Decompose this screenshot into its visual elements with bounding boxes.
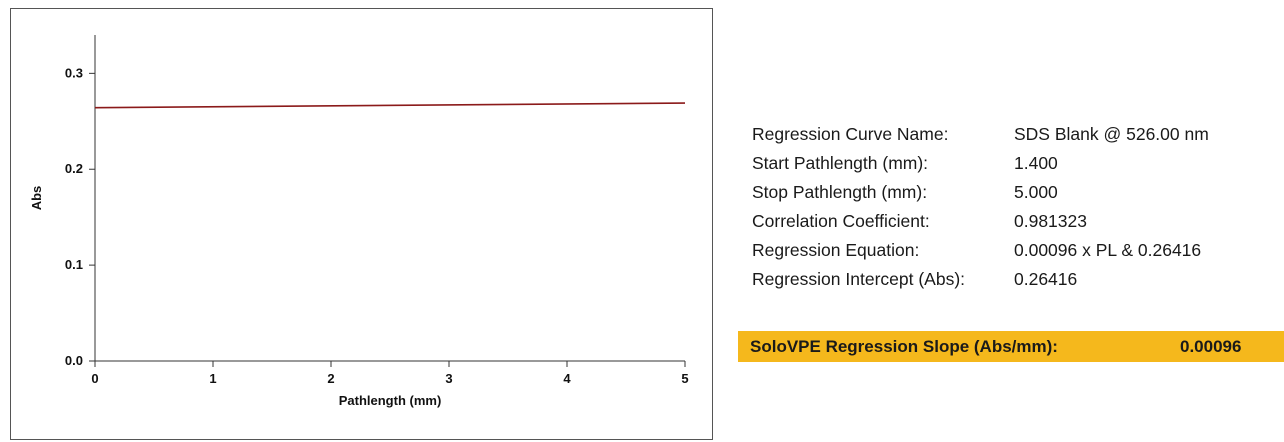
stat-label: Stop Pathlength (mm): [752,182,928,202]
stat-row-start-pathlength: Start Pathlength (mm): 1.400 [752,149,1209,178]
chart-frame: 0 1 2 3 4 5 0.0 0.1 0.2 0.3 Pathlength (mm) Abs [10,8,713,440]
y-axis-title: Abs [29,186,44,211]
stat-row-curve-name: Regression Curve Name: SDS Blank @ 526.0… [752,120,1209,149]
x-tick-label: 3 [445,371,452,386]
slope-highlight-bar: SoloVPE Regression Slope (Abs/mm): 0.000… [738,331,1284,362]
y-tick-label: 0.0 [65,353,83,368]
y-tick-label: 0.3 [65,65,83,80]
regression-line [94,102,686,109]
stat-value: 0.981323 [1014,211,1087,231]
slope-value: 0.00096 [1180,336,1242,356]
stat-row-correlation: Correlation Coefficient: 0.981323 [752,207,1209,236]
line-chart: 0 1 2 3 4 5 0.0 0.1 0.2 0.3 Pathlength (mm) Abs [29,35,689,408]
x-axis-title: Pathlength (mm) [339,393,442,408]
stat-label: Regression Intercept (Abs): [752,269,966,289]
y-tick-label: 0.2 [65,161,83,176]
stat-label: Regression Curve Name: [752,124,949,144]
slope-label: SoloVPE Regression Slope (Abs/mm): [750,336,1058,356]
y-tick-label: 0.1 [65,257,83,272]
stat-row-stop-pathlength: Stop Pathlength (mm): 5.000 [752,178,1209,207]
x-tick-label: 5 [681,371,688,386]
stat-value: 0.26416 [1014,269,1078,289]
stat-row-intercept: Regression Intercept (Abs): 0.26416 [752,265,1209,294]
regression-stats: Regression Curve Name: SDS Blank @ 526.0… [752,120,1209,294]
stat-value: 1.400 [1014,153,1058,173]
stat-label: Correlation Coefficient: [752,211,930,231]
stat-value: 5.000 [1014,182,1058,202]
x-tick-label: 4 [563,371,571,386]
x-tick-label: 0 [91,371,98,386]
stat-value: 0.00096 x PL & 0.26416 [1014,240,1202,260]
stat-row-equation: Regression Equation: 0.00096 x PL & 0.26… [752,236,1209,265]
stat-value: SDS Blank @ 526.00 nm [1014,124,1209,144]
stat-label: Regression Equation: [752,240,920,260]
x-tick-label: 1 [209,371,216,386]
x-tick-label: 2 [327,371,334,386]
stat-label: Start Pathlength (mm): [752,153,929,173]
